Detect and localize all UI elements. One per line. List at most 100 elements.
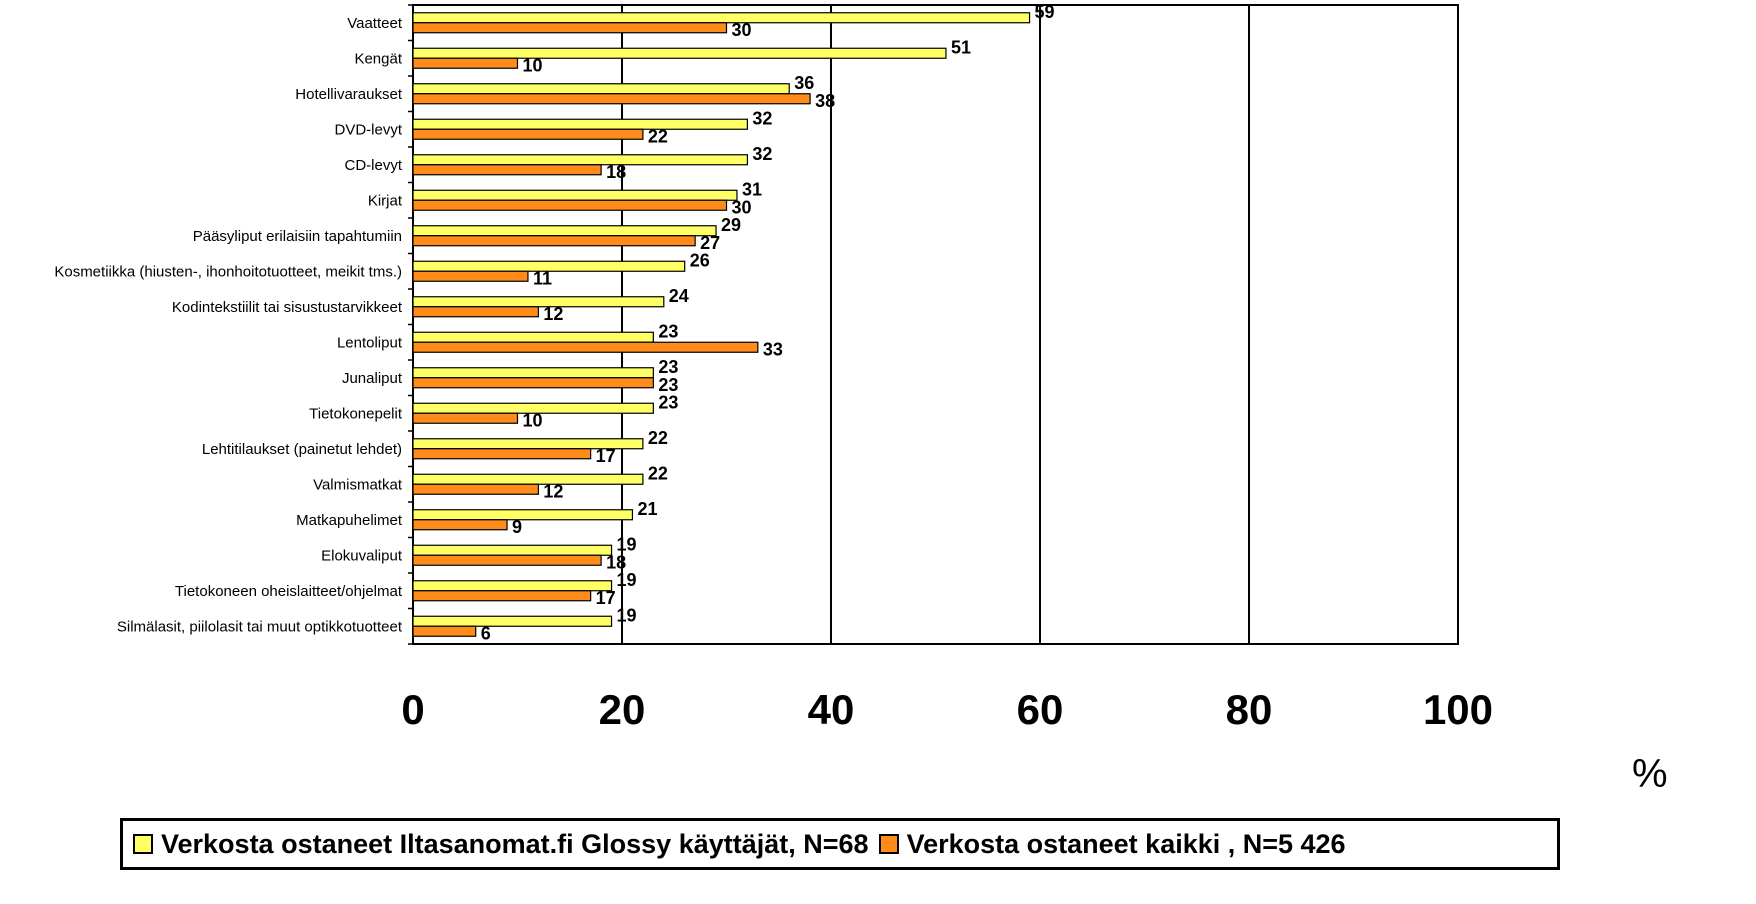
category-label: Valmismatkat	[313, 476, 403, 493]
value-label-series-1: 26	[690, 250, 710, 270]
value-label-series-2: 11	[533, 268, 552, 288]
x-tick-label: 0	[401, 686, 424, 733]
legend-item-series-1: Verkosta ostaneet Iltasanomat.fi Glossy …	[133, 829, 869, 860]
bar-series-1	[412, 473, 644, 485]
category-label: Elokuvaliput	[321, 547, 403, 564]
value-label-series-2: 18	[606, 552, 626, 572]
category-label: Tietokonepelit	[309, 405, 403, 422]
bar-series-1	[412, 580, 613, 592]
x-tick-label: 20	[599, 686, 646, 733]
bar-series-1	[412, 331, 654, 343]
category-label: Vaatteet	[347, 15, 403, 32]
value-label-series-1: 23	[658, 392, 678, 412]
x-tick-label: 80	[1226, 686, 1273, 733]
category-label: Lehtitilaukset (painetut lehdet)	[202, 441, 402, 458]
value-label-series-2: 30	[732, 20, 752, 40]
x-axis-unit: %	[1632, 752, 1668, 796]
legend-label-series-2: Verkosta ostaneet kaikki , N=5 426	[906, 828, 1346, 859]
category-label: Silmälasit, piilolasit tai muut optikkot…	[117, 618, 403, 635]
value-label-series-2: 9	[512, 517, 522, 537]
bar-series-2	[412, 412, 519, 424]
bar-series-2	[412, 128, 644, 140]
value-label-series-1: 29	[721, 215, 741, 235]
bar-series-1	[412, 260, 686, 272]
gridlines	[408, 4, 1459, 645]
value-labels: 5930511036383222321831302927261124122333…	[481, 2, 1055, 644]
bar-series-2	[412, 164, 602, 176]
category-label: Matkapuhelimet	[296, 512, 403, 529]
bar-series-1	[412, 189, 738, 201]
bar-series-1	[412, 544, 613, 556]
bar-series-1	[412, 509, 634, 521]
value-label-series-1: 19	[617, 605, 637, 625]
category-label: CD-levyt	[344, 157, 402, 174]
value-label-series-2: 6	[481, 623, 491, 643]
value-label-series-1: 31	[742, 179, 762, 199]
value-label-series-2: 33	[763, 339, 783, 359]
value-label-series-1: 19	[617, 534, 637, 554]
value-label-series-1: 22	[648, 463, 668, 483]
bar-series-2	[412, 22, 728, 34]
value-label-series-2: 22	[648, 126, 668, 146]
legend-label-series-1: Verkosta ostaneet Iltasanomat.fi Glossy …	[161, 828, 869, 859]
x-tick-label: 60	[1017, 686, 1064, 733]
category-label: Tietokoneen oheislaitteet/ohjelmat	[175, 583, 403, 600]
bar-series-1	[412, 12, 1031, 24]
value-label-series-1: 36	[794, 73, 814, 93]
value-label-series-1: 23	[658, 357, 678, 377]
legend-swatch-series-2	[878, 834, 899, 854]
bar-series-1	[412, 154, 748, 166]
legend-swatch-series-1	[133, 834, 153, 854]
value-label-series-1: 59	[1035, 2, 1055, 22]
value-label-series-1: 22	[648, 428, 668, 448]
bars	[412, 12, 1031, 637]
bar-series-2	[412, 519, 508, 531]
x-tick-label: 100	[1423, 686, 1493, 733]
bar-series-1	[412, 47, 947, 59]
legend: Verkosta ostaneet Iltasanomat.fi Glossy …	[120, 818, 1560, 870]
bar-series-2	[412, 448, 592, 460]
category-label: Hotellivaraukset	[295, 86, 403, 103]
bar-series-1	[412, 296, 665, 308]
value-label-series-1: 32	[752, 108, 772, 128]
value-label-series-2: 10	[523, 410, 543, 430]
bar-series-1	[412, 83, 790, 95]
value-label-series-1: 51	[951, 37, 971, 57]
bar-series-2	[412, 483, 540, 495]
bar-series-2	[412, 554, 602, 566]
category-labels: Vaatteet Kengät Hotellivaraukset DVD-levyt C…	[54, 15, 402, 636]
category-label: Kodintekstiilit tai sisustustarvikkeet	[172, 299, 403, 316]
bar-series-2	[412, 306, 540, 318]
x-tick-labels: 0 20 40 60 80 100	[401, 686, 1493, 733]
value-label-series-2: 23	[658, 375, 678, 395]
category-label: Kengät	[354, 50, 402, 67]
value-label-series-1: 19	[617, 570, 637, 590]
value-label-series-1: 32	[752, 144, 772, 164]
value-label-series-2: 38	[815, 91, 835, 111]
bar-series-1	[412, 615, 613, 627]
bar-series-1	[412, 367, 654, 379]
category-label: Junaliput	[342, 370, 403, 387]
category-label: Lentoliput	[337, 334, 403, 351]
category-label: Kosmetiikka (hiusten-, ihonhoitotuotteet…	[54, 263, 402, 280]
category-label: DVD-levyt	[334, 121, 402, 138]
bar-series-2	[412, 270, 529, 282]
value-label-series-1: 24	[669, 286, 689, 306]
bar-series-2	[412, 341, 759, 353]
bar-series-2	[412, 377, 654, 389]
value-label-series-2: 17	[596, 588, 616, 608]
bar-series-1	[412, 225, 717, 237]
category-label: Kirjat	[368, 192, 403, 209]
bar-series-1	[412, 118, 748, 130]
bar-series-1	[412, 402, 654, 414]
category-label: Pääsyliput erilaisiin tapahtumiin	[193, 228, 402, 245]
bar-series-2	[412, 590, 592, 602]
bar-series-2	[412, 199, 728, 211]
value-label-series-2: 18	[606, 162, 626, 182]
value-label-series-2: 12	[543, 304, 563, 324]
value-label-series-2: 17	[596, 446, 616, 466]
bar-series-2	[412, 625, 477, 637]
legend-item-series-2: Verkosta ostaneet kaikki , N=5 426	[878, 828, 1346, 860]
bar-series-2	[412, 235, 696, 247]
